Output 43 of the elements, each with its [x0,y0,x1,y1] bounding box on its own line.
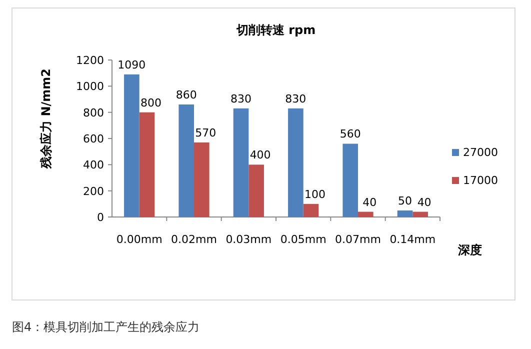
bar [248,164,264,217]
bar [358,212,374,217]
data-label: 830 [230,92,252,106]
x-tick-label: 0.07mm [335,233,381,246]
x-tick-label: 0.00mm [116,233,162,246]
bar [194,142,210,217]
chart-title: 切削转速 rpm [235,23,316,37]
bar [139,112,155,217]
bar [124,74,140,217]
data-label: 400 [250,148,271,162]
y-tick-label: 1000 [76,80,104,94]
bar [288,108,304,217]
bar [178,104,194,217]
data-label: 860 [176,88,197,102]
y-tick-label: 400 [83,158,104,172]
bar [342,144,358,217]
y-tick-label: 1200 [76,54,104,67]
data-label: 40 [362,196,377,209]
x-tick-label: 0.14mm [390,233,436,246]
data-label: 100 [304,188,326,201]
x-tick-label: 0.05mm [280,233,326,246]
bar [233,108,249,217]
y-tick-label: 600 [83,132,104,146]
y-axis-title: 残余应力 N/mm2 [39,68,53,170]
x-tick-label: 0.02mm [171,233,217,246]
caption: 图4：模具切削加工产生的残余应力 [12,320,200,334]
y-tick-label: 0 [97,211,104,224]
data-label: 40 [417,196,432,209]
bar [303,204,319,217]
bar [412,212,428,217]
data-label: 800 [140,96,162,110]
data-label: 830 [285,92,306,106]
x-tick-label: 0.03mm [226,233,272,246]
y-tick-label: 800 [83,106,104,120]
bar [397,210,413,217]
legend-label: 27000 [463,146,498,159]
data-label: 570 [195,126,216,140]
x-axis-title: 深度 [457,243,482,257]
legend-label: 17000 [463,174,498,187]
data-label: 50 [398,194,412,208]
data-label: 560 [340,128,361,141]
data-label: 1090 [118,58,146,72]
y-tick-label: 200 [83,184,104,198]
